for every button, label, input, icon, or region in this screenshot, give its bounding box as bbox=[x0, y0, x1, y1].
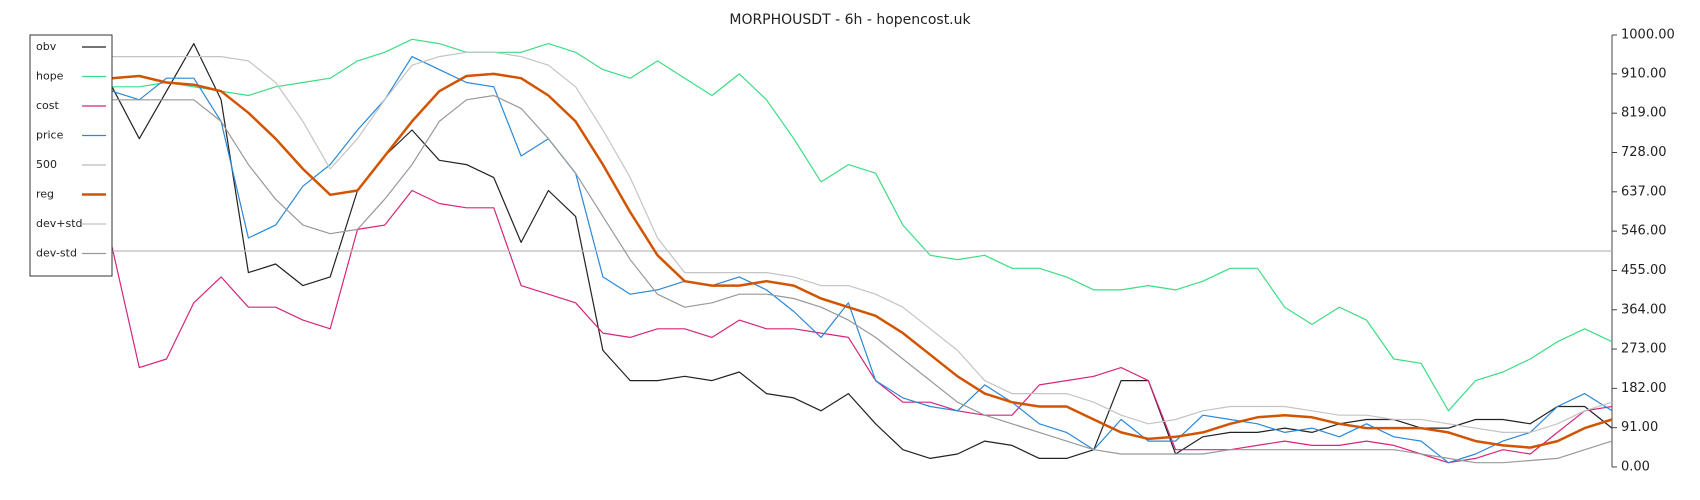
y-tick-label: 546.00 bbox=[1621, 224, 1667, 239]
legend-label: hope bbox=[36, 70, 64, 83]
y-tick-label: 0.00 bbox=[1621, 460, 1650, 475]
series-line bbox=[112, 51, 1613, 433]
y-tick-label: 182.00 bbox=[1621, 381, 1667, 396]
y-tick-label: 273.00 bbox=[1621, 342, 1667, 357]
series-line bbox=[112, 38, 1613, 412]
y-tick-label: 364.00 bbox=[1621, 302, 1667, 317]
legend-label: dev-std bbox=[36, 247, 77, 260]
y-tick-label: 637.00 bbox=[1621, 184, 1667, 199]
series-line bbox=[111, 72, 1613, 449]
legend-label: obv bbox=[36, 40, 57, 53]
chart-title: MORPHOUSDT - 6h - hopencost.uk bbox=[729, 12, 971, 28]
legend-label: 500 bbox=[36, 158, 57, 171]
series-line bbox=[111, 189, 1613, 464]
y-tick-label: 819.00 bbox=[1621, 106, 1667, 121]
legend-label: cost bbox=[36, 99, 60, 112]
y-tick-label: 455.00 bbox=[1621, 263, 1667, 278]
series-line bbox=[112, 94, 1613, 464]
legend-box bbox=[29, 34, 113, 277]
legend-label: price bbox=[36, 129, 64, 142]
legend-label: dev+std bbox=[36, 217, 83, 230]
y-tick-label: 91.00 bbox=[1621, 420, 1658, 435]
y-tick-label: 728.00 bbox=[1621, 145, 1667, 160]
legend-label: reg bbox=[36, 188, 54, 201]
y-tick-label: 910.00 bbox=[1621, 66, 1667, 81]
legend: obv hope cost price 500 reg dev+std dev-std bbox=[29, 34, 113, 277]
y-tick-label: 1000.00 bbox=[1621, 28, 1675, 43]
series-line bbox=[111, 56, 1613, 464]
